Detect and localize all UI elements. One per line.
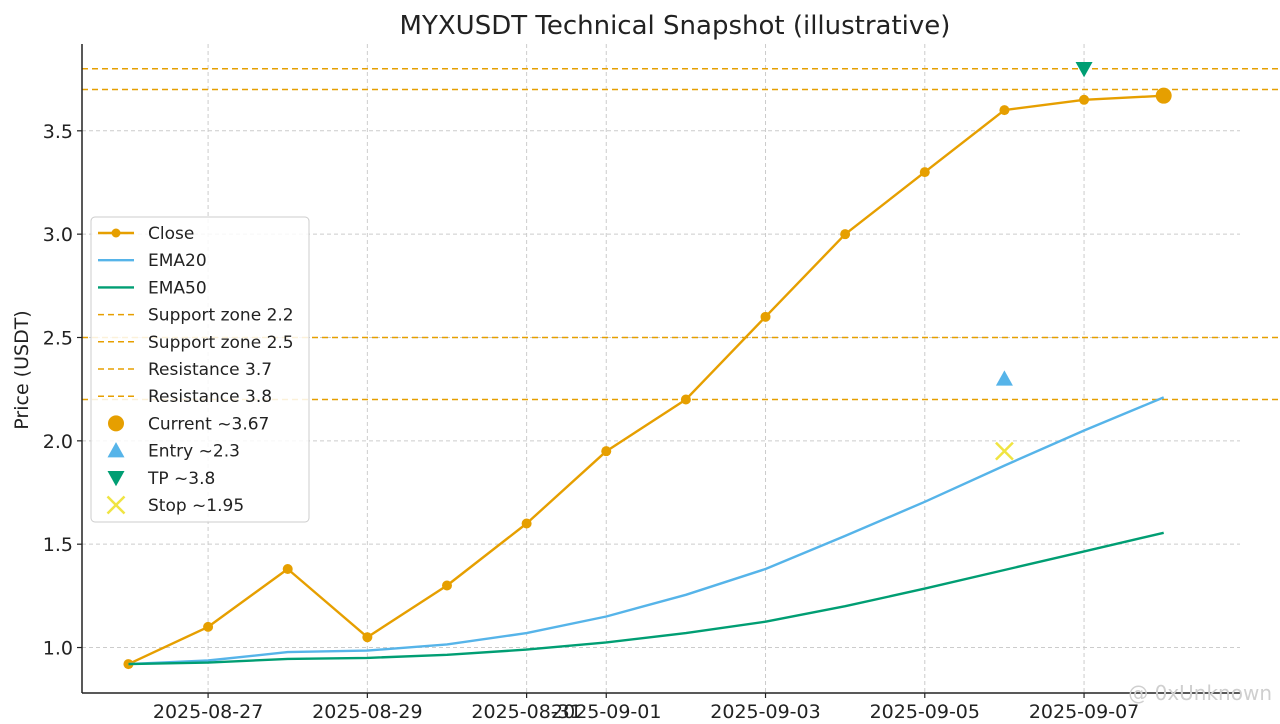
data-point — [760, 311, 771, 322]
data-point — [123, 659, 134, 670]
legend-entry: Entry ~2.3 — [107, 442, 240, 462]
data-point — [521, 518, 532, 529]
legend-entry: Close — [98, 224, 194, 244]
annotation-marker — [1075, 62, 1093, 78]
legend-swatch-marker — [108, 415, 124, 432]
legend-label: Entry ~2.3 — [148, 442, 240, 462]
legend-label: Resistance 3.7 — [148, 360, 272, 380]
legend-entry: EMA20 — [98, 251, 207, 271]
axes: 1.0 1.5 2.0 2.5 3.0 3.5 2025-08-27 2025-08-29 20… — [43, 44, 1240, 723]
data-point — [919, 167, 930, 178]
x-tick-label: 2025-08-29 — [312, 701, 422, 720]
legend-swatch-marker-stroke-b — [106, 495, 126, 515]
y-axis-label: Price (USDT) — [11, 310, 33, 429]
legend-label: Stop ~1.95 — [148, 496, 244, 516]
data-point — [441, 580, 452, 591]
annotation-marker — [995, 441, 1014, 461]
legend-swatch-marker — [111, 228, 121, 238]
y-tick-label: 2.0 — [43, 431, 73, 453]
data-point — [601, 446, 612, 457]
y-tick-label: 3.0 — [43, 224, 73, 246]
watermark: @ 0xUnknown — [1128, 681, 1272, 705]
x-tick-label: 2025-08-27 — [153, 701, 263, 720]
data-point — [680, 394, 691, 405]
legend-box — [90, 216, 310, 523]
annotation-marker-stroke-b — [995, 441, 1014, 461]
data-point — [840, 229, 851, 240]
data-point — [999, 105, 1010, 116]
legend-swatch-marker — [107, 471, 125, 487]
legend-label: Support zone 2.2 — [148, 306, 294, 326]
legend-label: Close — [148, 224, 194, 244]
legend-entry: TP ~3.8 — [107, 469, 215, 489]
legend-entry: Current ~3.67 — [108, 414, 269, 434]
series-lines — [123, 90, 1169, 670]
series-line — [128, 531, 1164, 666]
legend-entry: EMA50 — [98, 278, 207, 298]
legend-label: EMA20 — [148, 251, 207, 271]
data-point — [282, 563, 293, 574]
annotation-markers — [995, 62, 1172, 461]
legend-label: EMA50 — [148, 278, 207, 298]
y-tick-label: 2.5 — [43, 327, 73, 349]
legend-entry: Resistance 3.7 — [98, 360, 272, 380]
legend-entry: Resistance 3.8 — [98, 387, 272, 407]
legend-label: TP ~3.8 — [147, 469, 215, 489]
data-point — [1079, 94, 1090, 105]
chart-title: MYXUSDT Technical Snapshot (illustrative… — [400, 11, 951, 41]
legend-label: Current ~3.67 — [148, 414, 269, 434]
legend-swatch-marker — [107, 442, 125, 458]
annotation-marker — [1155, 87, 1172, 104]
legend-label: Support zone 2.5 — [148, 333, 294, 353]
x-tick-label: 2025-08-31 — [471, 701, 581, 720]
legend-entry: Support zone 2.2 — [98, 306, 294, 326]
legend-entry: Stop ~1.95 — [106, 495, 244, 516]
y-tick-label: 1.5 — [43, 534, 73, 556]
y-tick-label: 1.0 — [43, 638, 73, 660]
legend: Close EMA20 EMA50 Support zone 2.2 Support z… — [90, 216, 310, 523]
series-line — [127, 94, 1164, 666]
y-tick-label: 3.5 — [43, 121, 73, 143]
legend-label: Resistance 3.8 — [148, 387, 272, 407]
x-tick-label: 2025-09-01 — [551, 701, 661, 720]
x-tick-label: 2025-09-07 — [1029, 701, 1139, 720]
legend-entry: Support zone 2.5 — [98, 333, 294, 353]
series-line — [128, 396, 1165, 666]
annotation-marker — [995, 370, 1013, 386]
data-point — [362, 632, 373, 643]
legend-swatch-marker — [106, 495, 126, 515]
x-tick-label: 2025-09-03 — [710, 701, 820, 720]
x-tick-label: 2025-09-05 — [870, 701, 980, 720]
data-point — [203, 621, 214, 632]
